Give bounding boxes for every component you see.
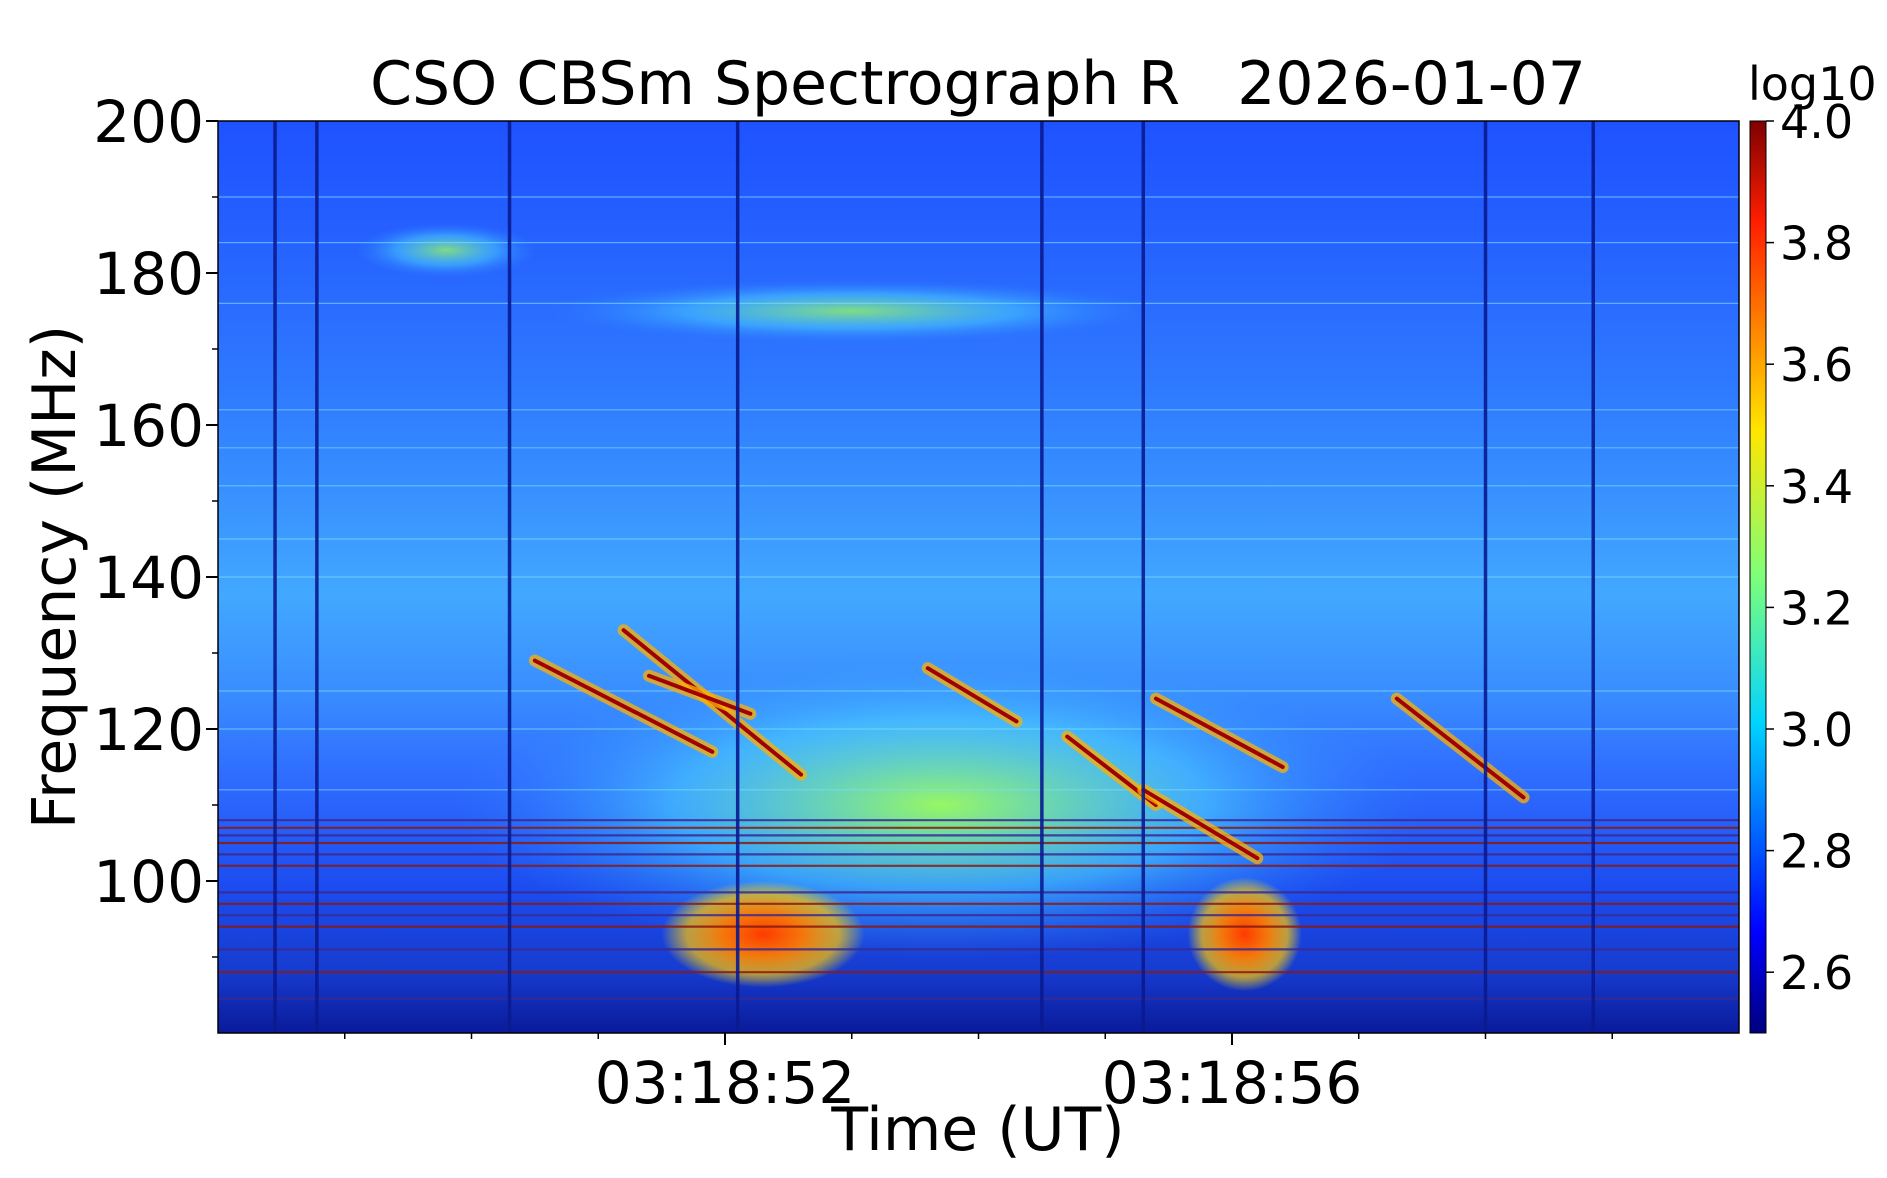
y-tick-label: 160	[93, 392, 204, 460]
chart-title: CSO CBSm Spectrograph R 2026-01-07	[370, 49, 1586, 119]
colorbar-tick-label: 2.6	[1780, 946, 1853, 1000]
burst-track	[532, 658, 715, 754]
burst-track	[925, 666, 1019, 724]
colorbar-tick-label: 3.8	[1780, 217, 1853, 271]
x-axis-label: Time (UT)	[830, 1095, 1124, 1165]
continuum-blob	[661, 881, 865, 988]
emission-halo	[547, 279, 1156, 343]
y-axis-label: Frequency (MHz)	[20, 325, 90, 829]
y-tick-label: 200	[93, 88, 204, 156]
time-stripes-layer	[273, 121, 1595, 1033]
continuum-layer	[661, 877, 1302, 992]
burst-track	[1141, 787, 1260, 861]
y-axis: 100 120 140 160 180 200	[93, 88, 218, 958]
y-tick-label: 100	[93, 848, 204, 916]
colorbar-label: log10	[1748, 57, 1877, 111]
colorbar-tick-label: 2.8	[1780, 825, 1853, 879]
colorbar-tick-label: 3.4	[1780, 460, 1853, 514]
burst-track	[1394, 696, 1526, 800]
x-tick-label: 03:18:52	[595, 1049, 856, 1117]
colorbar	[1749, 120, 1767, 1034]
burst-track	[646, 673, 753, 716]
plot-area	[218, 121, 1739, 1033]
burst-tracks-layer	[528, 624, 1530, 865]
y-tick-label: 120	[93, 696, 204, 764]
y-tick-label: 140	[93, 544, 204, 612]
burst-track	[1153, 696, 1285, 769]
emission-halo-layer	[354, 222, 1428, 961]
continuum-blob	[1187, 877, 1302, 992]
colorbar-tick-label: 4.0	[1780, 95, 1853, 149]
rfi-lines-layer	[218, 196, 1739, 1000]
colorbar-tick-label: 3.6	[1780, 338, 1853, 392]
colorbar-tick-label: 3.0	[1780, 703, 1853, 757]
colorbar-tick-label: 3.2	[1780, 581, 1853, 635]
x-tick-label: 03:18:56	[1102, 1049, 1363, 1117]
colorbar-ticks: 2.6 2.8 3.0 3.2 3.4 3.6 3.8 4.0	[1766, 95, 1853, 1000]
x-axis: 03:18:52 03:18:56	[344, 1033, 1613, 1117]
y-tick-label: 180	[93, 240, 204, 308]
emission-halo	[453, 649, 1428, 961]
emission-halo	[354, 222, 538, 278]
